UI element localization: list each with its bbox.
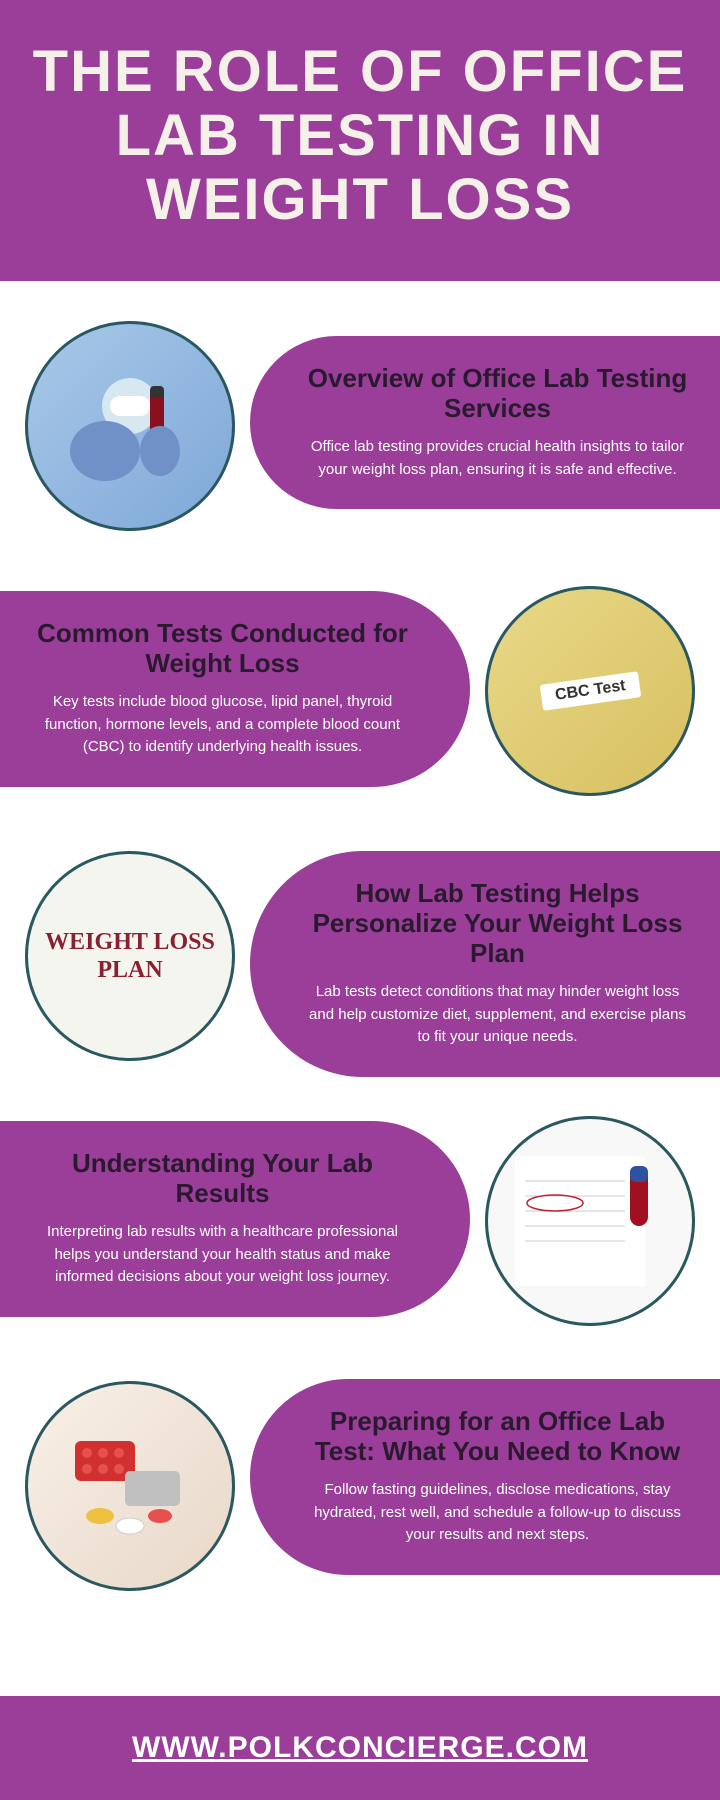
- footer-banner: www.polkconcierge.com: [0, 1696, 720, 1800]
- section-body: Key tests include blood glucose, lipid p…: [30, 691, 415, 759]
- content-area: Overview of Office Lab Testing Services …: [0, 281, 720, 1611]
- image-lab-technician: [25, 321, 235, 531]
- bubble-preparing: Preparing for an Office Lab Test: What Y…: [250, 1379, 720, 1574]
- image-lab-results: [485, 1116, 695, 1326]
- section-body: Interpreting lab results with a healthca…: [30, 1221, 415, 1289]
- bubble-common-tests: Common Tests Conducted for Weight Loss K…: [0, 591, 470, 786]
- section-title: Common Tests Conducted for Weight Loss: [30, 619, 415, 679]
- section-title: Overview of Office Lab Testing Services: [305, 364, 690, 424]
- section-personalize: WEIGHT LOSS PLAN How Lab Testing Helps P…: [0, 841, 720, 1081]
- image-medications: [25, 1381, 235, 1591]
- header-banner: THE ROLE OF OFFICE LAB TESTING IN WEIGHT…: [0, 0, 720, 281]
- section-body: Office lab testing provides crucial heal…: [305, 436, 690, 481]
- section-common-tests: Common Tests Conducted for Weight Loss K…: [0, 576, 720, 816]
- section-preparing: Preparing for an Office Lab Test: What Y…: [0, 1371, 720, 1611]
- section-title: Preparing for an Office Lab Test: What Y…: [305, 1407, 690, 1467]
- weight-plan-label: WEIGHT LOSS PLAN: [38, 928, 222, 986]
- bubble-personalize: How Lab Testing Helps Personalize Your W…: [250, 851, 720, 1076]
- section-title: How Lab Testing Helps Personalize Your W…: [305, 879, 690, 969]
- image-weight-plan: WEIGHT LOSS PLAN: [25, 851, 235, 1061]
- image-cbc-test: CBC Test: [485, 586, 695, 796]
- section-body: Lab tests detect conditions that may hin…: [305, 981, 690, 1049]
- section-understanding: Understanding Your Lab Results Interpret…: [0, 1106, 720, 1346]
- section-overview: Overview of Office Lab Testing Services …: [0, 311, 720, 551]
- bubble-understanding: Understanding Your Lab Results Interpret…: [0, 1121, 470, 1316]
- footer-url-link[interactable]: www.polkconcierge.com: [132, 1731, 588, 1764]
- section-body: Follow fasting guidelines, disclose medi…: [305, 1479, 690, 1547]
- main-title: THE ROLE OF OFFICE LAB TESTING IN WEIGHT…: [30, 40, 690, 231]
- cbc-label: CBC Test: [539, 672, 640, 712]
- section-title: Understanding Your Lab Results: [30, 1149, 415, 1209]
- bubble-overview: Overview of Office Lab Testing Services …: [250, 336, 720, 509]
